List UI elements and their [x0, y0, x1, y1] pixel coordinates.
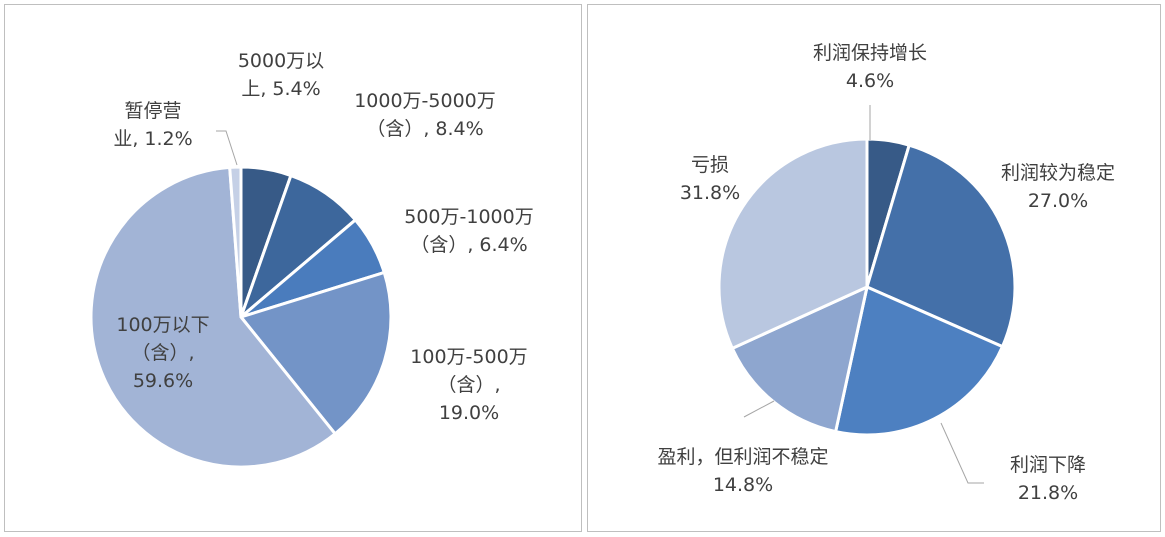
pie-slice	[239, 270, 393, 436]
pie-slice	[717, 137, 869, 350]
leader-line	[216, 130, 238, 166]
pie-slice	[730, 285, 869, 434]
chart-panel-revenue: 5000万以上, 5.4% 1000万-5000万（含）, 8.4% 500万-10…	[4, 4, 582, 532]
data-label: 利润下降 21.8%	[1010, 454, 1086, 504]
data-label: 1000万-5000万（含）, 8.4%	[354, 90, 496, 140]
data-label: 盈利，但利润不稳定 14.8%	[657, 446, 828, 496]
leader-line	[940, 422, 984, 484]
pie-slice	[834, 285, 1004, 437]
data-label: 500万-1000万（含）, 6.4%	[404, 206, 533, 256]
data-label: 利润保持增长 4.6%	[813, 42, 927, 92]
pie-slice	[89, 165, 337, 469]
data-label: 100万以下（含）, 59.6%	[116, 314, 209, 392]
pie-slice	[228, 165, 243, 319]
pie-slice	[865, 143, 1017, 349]
pie-chart-revenue: 5000万以上, 5.4% 1000万-5000万（含）, 8.4% 500万-10…	[89, 50, 534, 469]
chart-panel-profit: 利润保持增长 4.6% 利润较为稳定 27.0% 利润下降 21.8% 盈利，但利润不稳定 1…	[587, 4, 1161, 532]
data-label: 亏损 31.8%	[680, 154, 740, 204]
data-label: 利润较为稳定 27.0%	[1001, 162, 1115, 212]
data-label: 暂停营业, 1.2%	[113, 100, 192, 150]
pie-chart-profit: 利润保持增长 4.6% 利润较为稳定 27.0% 利润下降 21.8% 盈利，但利润不稳定 1…	[657, 42, 1115, 504]
data-label: 5000万以上, 5.4%	[238, 50, 324, 100]
data-label: 100万-500万（含）, 19.0%	[410, 346, 527, 424]
leader-line	[743, 400, 775, 418]
